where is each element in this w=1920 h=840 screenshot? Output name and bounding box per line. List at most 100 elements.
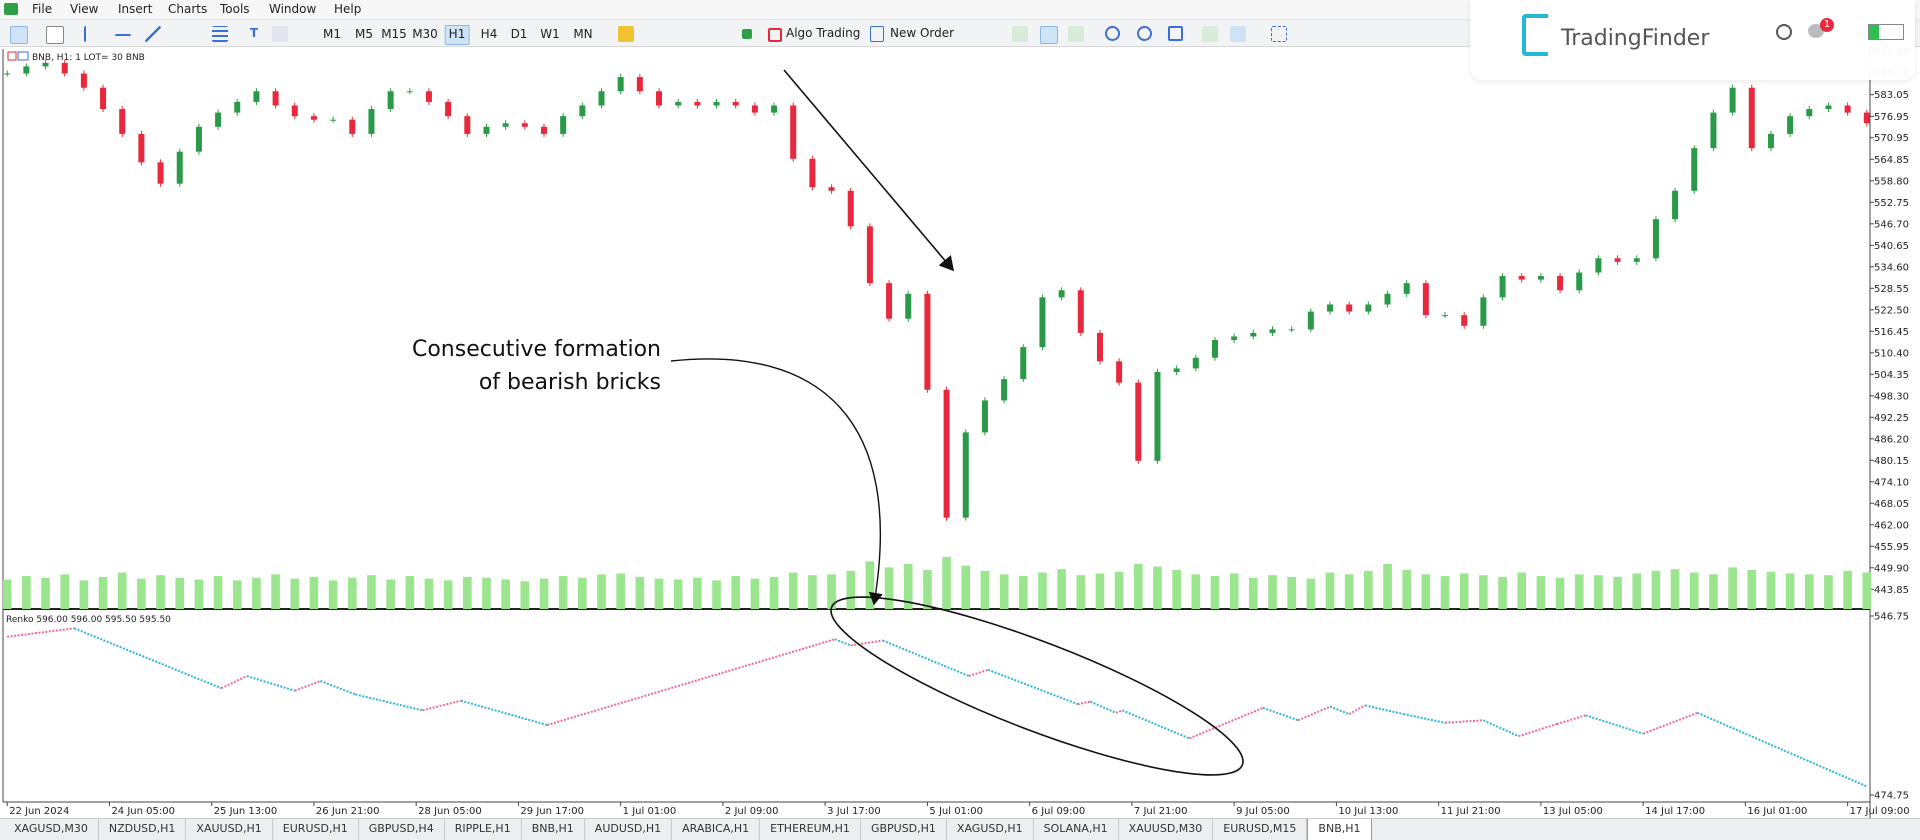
timeframe-button[interactable]: M30	[412, 27, 438, 41]
candle-body	[656, 91, 663, 106]
script-icon[interactable]	[618, 26, 634, 42]
menu-item[interactable]: Help	[334, 2, 362, 16]
candle-body	[100, 87, 107, 110]
candle-body	[636, 77, 643, 92]
price-label: 474.75	[1874, 791, 1909, 802]
timeframe-button[interactable]: D1	[510, 27, 528, 41]
renko-segment	[73, 627, 222, 690]
toolbar-button[interactable]: Algo Trading	[786, 26, 861, 40]
volume-bar	[443, 580, 453, 609]
order-icon[interactable]	[870, 26, 884, 42]
symbol-tab[interactable]: BNB,H1	[1307, 819, 1372, 840]
price-label: 468.05	[1874, 499, 1909, 510]
menu-item[interactable]: Tools	[220, 2, 250, 16]
symbol-tab[interactable]: XAGUSD,H1	[947, 819, 1034, 840]
volume-bar	[1153, 566, 1162, 609]
timeframe-button[interactable]: MN	[573, 27, 593, 41]
volume-bar	[1076, 575, 1086, 609]
symbol-tab[interactable]: NZDUSD,H1	[99, 819, 187, 840]
connection-indicator	[1868, 24, 1904, 40]
candle-body	[1269, 329, 1276, 333]
candle-body	[330, 119, 337, 121]
search-icon[interactable]	[1776, 24, 1792, 40]
vline-tool[interactable]	[84, 26, 88, 42]
timeframe-button[interactable]: M5	[355, 27, 373, 41]
toolbar-button[interactable]: New Order	[890, 26, 955, 40]
candle-body	[1250, 332, 1257, 337]
renko-segment	[1444, 719, 1484, 724]
candle-body	[215, 112, 222, 127]
time-label: 14 Jul 17:00	[1645, 806, 1705, 817]
timeframe-button[interactable]: W1	[540, 27, 560, 41]
text-tool[interactable]: T	[249, 26, 259, 40]
shapes-tool[interactable]	[272, 26, 288, 42]
chart-header: BNB, H1: 1 LOT= 30 BNB	[32, 53, 145, 63]
candle-body	[962, 432, 969, 518]
chart-type-icon[interactable]	[1012, 26, 1028, 42]
symbol-tab[interactable]: GBPUSD,H1	[861, 819, 947, 840]
zoom-in[interactable]	[1105, 26, 1120, 41]
renko-segment	[246, 675, 296, 692]
timeframe-button[interactable]: H1	[444, 25, 470, 45]
symbol-tab[interactable]: ETHEREUM,H1	[760, 819, 861, 840]
menu-item[interactable]: Charts	[168, 2, 208, 16]
volume-bar	[462, 576, 472, 609]
symbol-tab[interactable]: EURUSD,H1	[273, 819, 359, 840]
volume-bar	[1191, 574, 1201, 609]
volume-bar	[539, 578, 549, 609]
symbol-tab[interactable]: XAUUSD,H1	[186, 819, 273, 840]
renko-segment	[1121, 709, 1190, 740]
renko-segment	[834, 638, 852, 647]
zoom-out[interactable]	[1137, 26, 1152, 41]
signals-icon[interactable]	[742, 29, 752, 39]
app-icon	[4, 3, 18, 15]
volume-bar	[1402, 570, 1412, 609]
symbol-tab[interactable]: EURUSD,M15	[1213, 819, 1308, 840]
timeframe-button[interactable]: M1	[323, 27, 341, 41]
symbol-tab[interactable]: AUDUSD,H1	[585, 819, 673, 840]
candle-body	[1480, 297, 1487, 326]
menu-item[interactable]: File	[32, 2, 53, 16]
symbol-tab[interactable]: XAUUSD,M30	[1119, 819, 1214, 840]
price-label: 552.75	[1874, 198, 1909, 209]
menu-item[interactable]: View	[70, 2, 99, 16]
candles-icon[interactable]	[1040, 26, 1058, 44]
symbol-tab[interactable]: GBPUSD,H4	[359, 819, 445, 840]
volume-bar	[424, 578, 434, 609]
menu-item[interactable]: Insert	[118, 2, 153, 16]
trendline-tool[interactable]	[145, 26, 161, 42]
symbol-tab[interactable]: ARABICA,H1	[672, 819, 761, 840]
candle-body	[425, 91, 432, 102]
volume-bar	[22, 576, 31, 609]
volume-bar	[1766, 571, 1776, 609]
volume-bar	[884, 567, 894, 609]
screenshot[interactable]	[1271, 26, 1287, 42]
symbol-tab[interactable]: XAGUSD,M30	[4, 819, 99, 840]
algo-icon[interactable]	[768, 28, 782, 42]
fibo-tool[interactable]	[212, 26, 228, 42]
candle-body	[1154, 371, 1161, 461]
symbol-tab[interactable]: BNB,H1	[522, 819, 585, 840]
menu-item[interactable]: Window	[269, 2, 317, 16]
autoscroll[interactable]	[1202, 26, 1218, 42]
chart-area: BNB, H1: 1 LOT= 30 BNB595.15589.05583.05…	[0, 47, 1920, 818]
timeframe-button[interactable]: H4	[480, 27, 498, 41]
hline-tool[interactable]	[115, 34, 131, 38]
time-label: 5 Jul 01:00	[929, 806, 983, 817]
price-label: 455.95	[1874, 542, 1909, 553]
candle-body	[1442, 315, 1449, 317]
volume-bar	[1114, 571, 1124, 609]
candle-body	[1211, 340, 1218, 358]
symbol-tab[interactable]: RIPPLE,H1	[445, 819, 522, 840]
timeframe-button[interactable]: M15	[381, 27, 407, 41]
candle-body	[291, 105, 298, 117]
chart-shift[interactable]	[1230, 26, 1246, 42]
crosshair-tool[interactable]	[46, 26, 64, 44]
line-icon[interactable]	[1068, 26, 1084, 42]
annotation-text: Consecutive formation	[412, 337, 661, 362]
volume-bar	[367, 575, 376, 609]
symbol-tab[interactable]: SOLANA,H1	[1034, 819, 1119, 840]
volume-bar	[1594, 575, 1603, 609]
cursor-tool[interactable]	[10, 26, 28, 44]
tile-windows[interactable]	[1168, 26, 1183, 41]
